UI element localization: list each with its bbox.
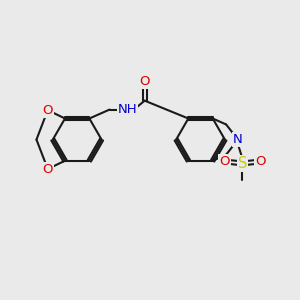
Text: NH: NH: [118, 103, 137, 116]
Text: O: O: [219, 155, 230, 168]
Text: O: O: [140, 75, 150, 88]
Text: O: O: [43, 104, 53, 117]
Text: O: O: [255, 155, 266, 168]
Text: S: S: [238, 156, 247, 171]
Text: N: N: [233, 133, 243, 146]
Text: O: O: [43, 163, 53, 176]
